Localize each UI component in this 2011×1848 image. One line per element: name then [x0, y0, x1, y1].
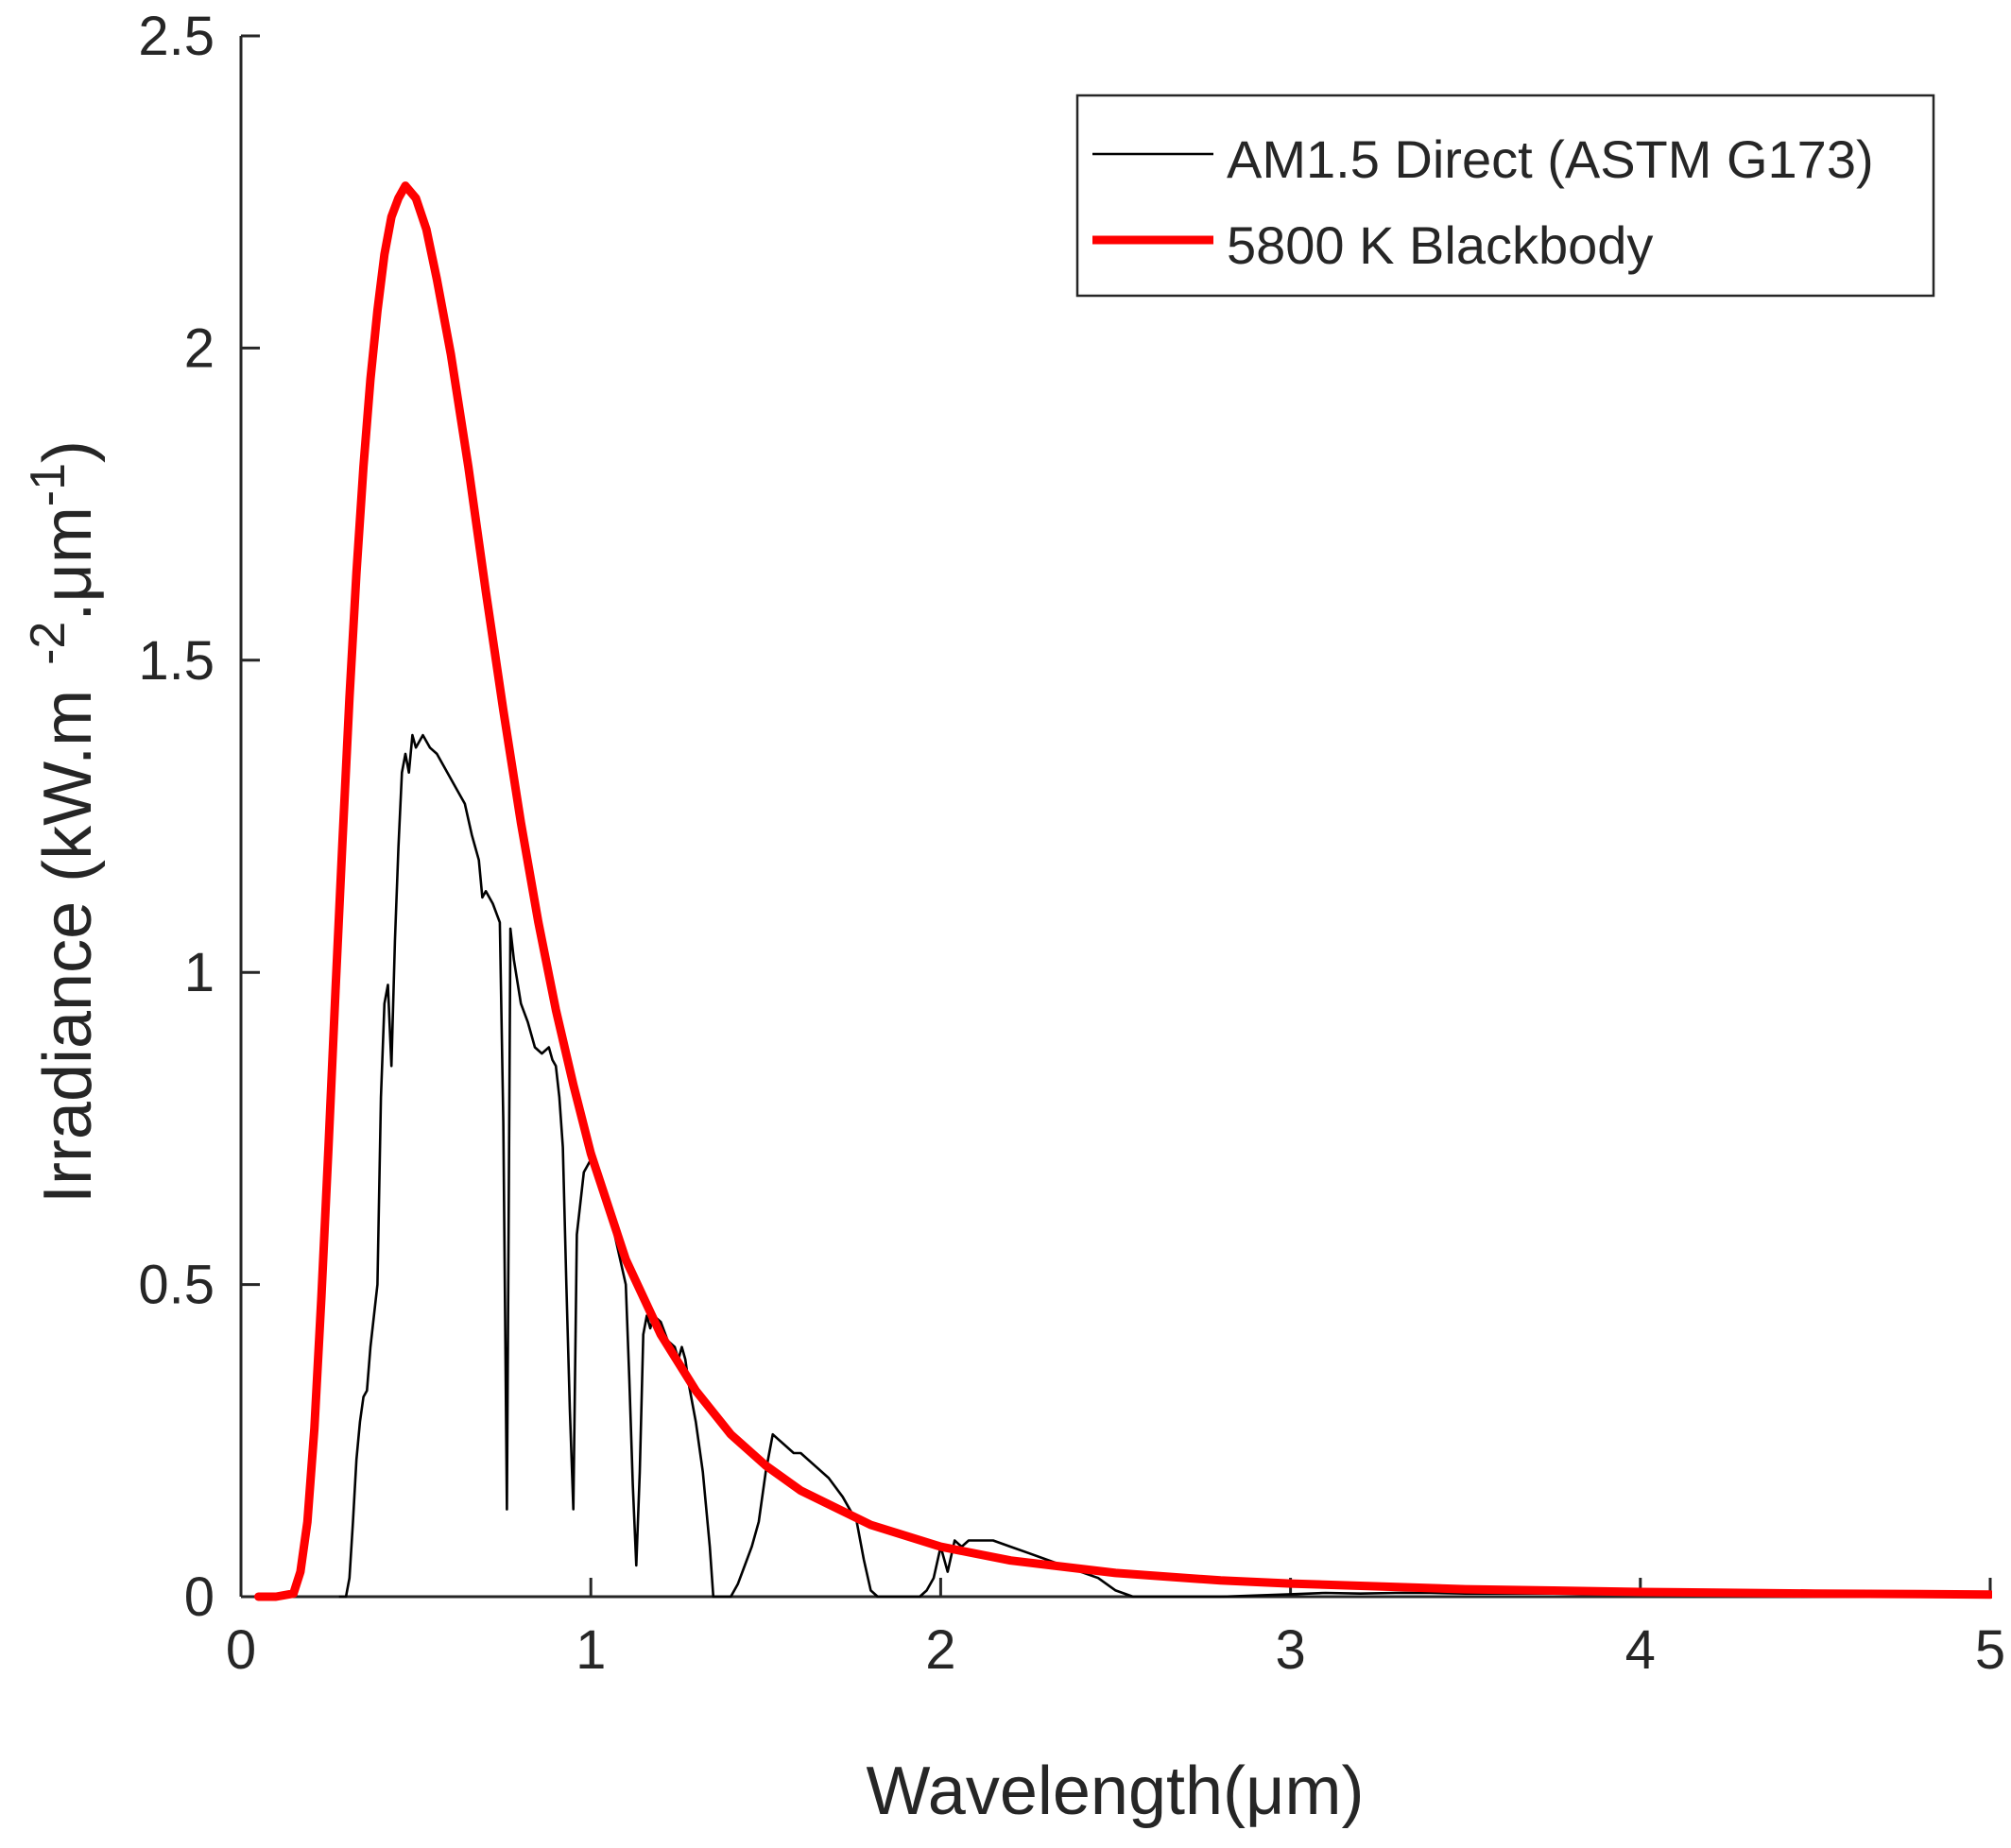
- y-ticks: 0 0.5 1 1.5 2 2.5: [138, 6, 260, 1628]
- x-ticks: 0 1 2 3 4 5: [226, 1578, 2005, 1681]
- x-tick-label: 4: [1625, 1619, 1656, 1681]
- y-tick-label: 1: [184, 942, 215, 1003]
- y-tick-label: 2.5: [138, 6, 215, 67]
- x-axis-label: Wavelength(μm): [867, 1754, 1365, 1829]
- series-am15-direct-line: [338, 733, 1641, 1599]
- legend: AM1.5 Direct (ASTM G173) 5800 K Blackbod…: [1075, 94, 1935, 298]
- y-axis-label: Irradiance (kW.m-2.μm-1): [21, 440, 106, 1204]
- x-tick-label: 2: [925, 1619, 955, 1681]
- legend-label-blackbody: 5800 K Blackbody: [1227, 215, 1653, 275]
- x-tick-label: 5: [1975, 1619, 2005, 1681]
- x-tick-label: 3: [1275, 1619, 1305, 1681]
- legend-label-am15: AM1.5 Direct (ASTM G173): [1227, 129, 1874, 189]
- y-tick-label: 2: [184, 317, 215, 379]
- legend-box: [1075, 94, 1935, 298]
- x-tick-label: 0: [226, 1619, 256, 1681]
- y-tick-label: 0.5: [138, 1255, 215, 1316]
- y-tick-label: 1.5: [138, 630, 215, 692]
- series-blackbody-line: [254, 181, 1992, 1601]
- y-tick-label: 0: [184, 1566, 215, 1628]
- x-tick-label: 1: [576, 1619, 606, 1681]
